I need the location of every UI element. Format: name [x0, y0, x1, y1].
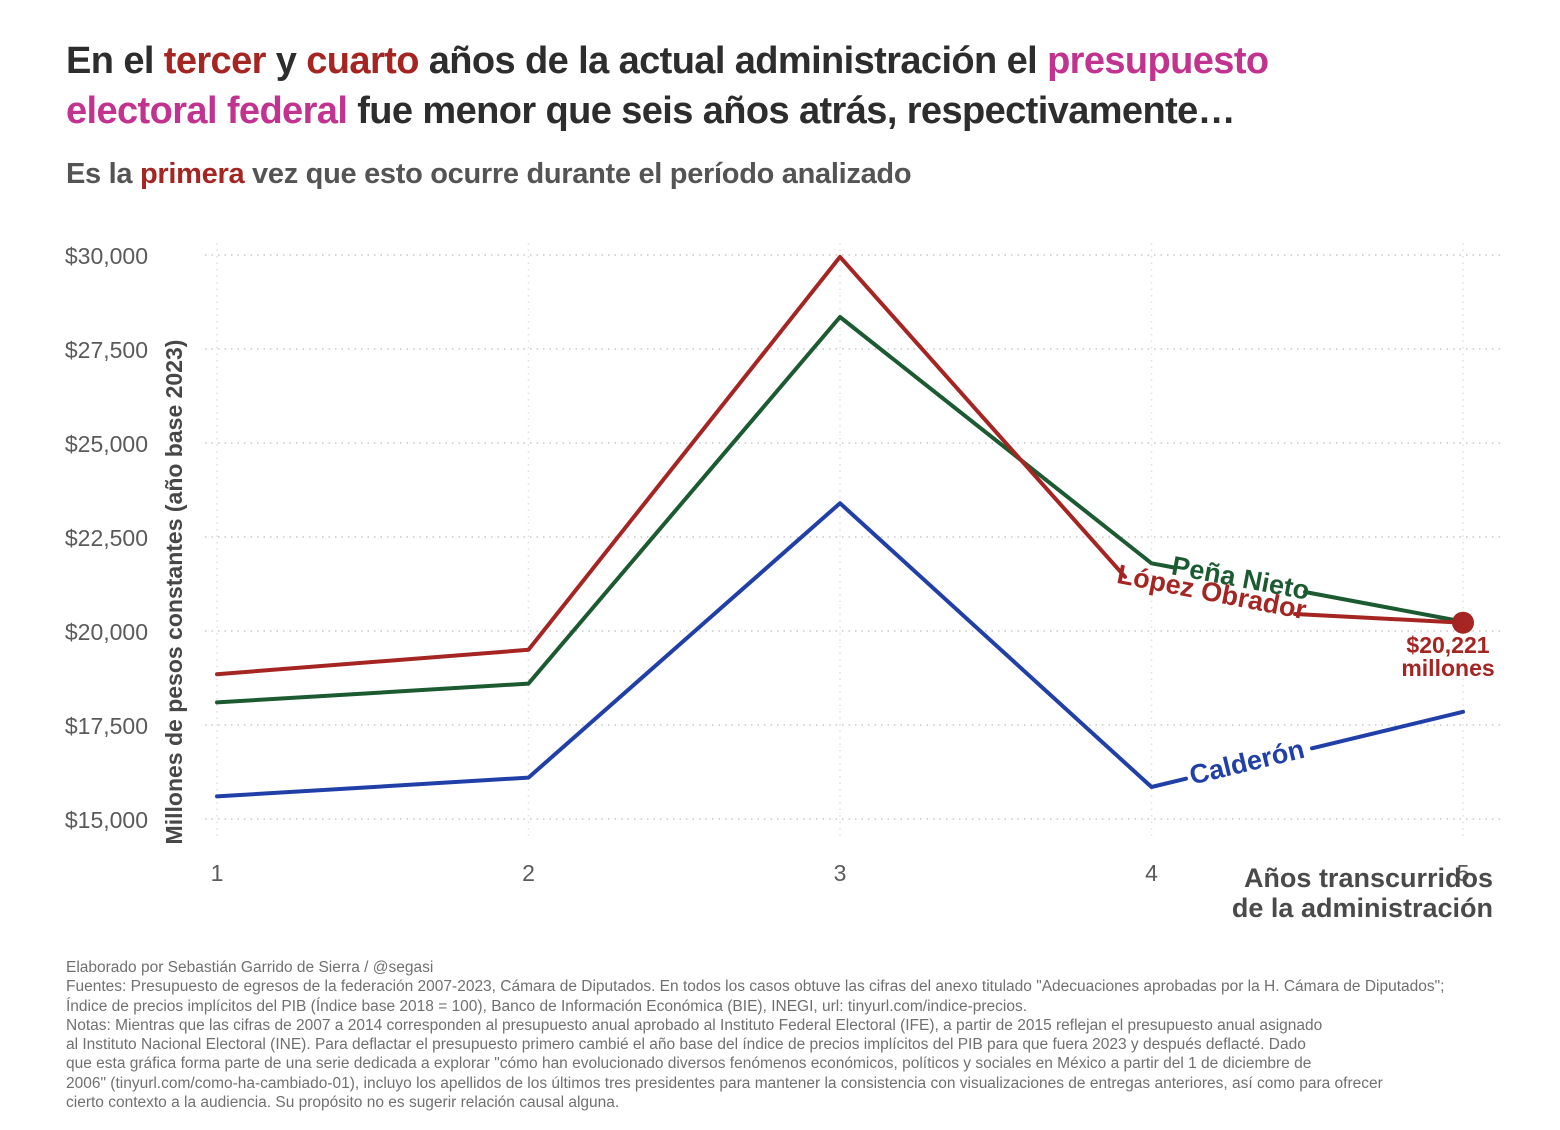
subtitle-accent-primera: primera	[139, 158, 245, 190]
title-text: años de la actual administración el	[418, 40, 1048, 82]
title-accent-cuarto: cuarto	[306, 40, 419, 82]
horizontal-gridlines	[205, 254, 1505, 820]
footnote-sources-line1: Fuentes: Presupuesto de egresos de la fe…	[66, 978, 1445, 996]
y-axis-tick-labels: $30,000 $27,500 $25,000 $22,500 $20,000 …	[65, 243, 148, 833]
page-title: En el tercer y cuarto años de la actual …	[66, 36, 1514, 136]
x-tick-5: 5	[1457, 860, 1470, 886]
x-axis-title: Años transcurridos de la administración	[1232, 863, 1493, 923]
title-text: En el	[66, 40, 164, 82]
x-axis-tick-labels: 1 2 3 4 5	[211, 860, 1470, 886]
footnote-notes-line4: 2006" (tinyurl.com/como-ha-cambiado-01),…	[66, 1074, 1383, 1092]
footnote-notes-line5: cierto contexto a la audiencia. Su propó…	[66, 1094, 620, 1112]
y-tick-20000: $20,000	[65, 619, 148, 645]
footnote-credit: Elaborado por Sebastián Garrido de Sierr…	[66, 959, 434, 976]
x-tick-2: 2	[522, 860, 535, 886]
y-tick-25000: $25,000	[65, 431, 148, 457]
title-accent-electoral-federal: electoral federal	[66, 90, 348, 132]
title-text: y	[265, 40, 307, 82]
title-accent-tercer: tercer	[163, 40, 267, 82]
footnote-notes-line2: al Instituto Nacional Electoral (INE). P…	[66, 1036, 1306, 1054]
y-tick-27500: $27,500	[65, 337, 148, 363]
x-axis-title-line1: Años transcurridos	[1243, 863, 1493, 893]
y-tick-17500: $17,500	[65, 713, 148, 739]
footnotes: Elaborado por Sebastián Garrido de Sierr…	[66, 958, 1526, 1112]
y-axis-title: Millones de pesos constantes (año base 2…	[161, 340, 187, 845]
series-label-calderon: Calderón	[1186, 734, 1307, 791]
footnote-sources-line2: Índice de precios implícitos del PIB (Ín…	[66, 997, 1028, 1015]
footnote-notes-line1: Notas: Mientras que las cifras de 2007 a…	[66, 1016, 1323, 1034]
subtitle: Es la primera vez que esto ocurre durant…	[66, 158, 1466, 191]
y-tick-22500: $22,500	[65, 525, 148, 551]
x-tick-1: 1	[211, 860, 224, 886]
annotation-value: $20,221	[1406, 632, 1489, 658]
endpoint-annotation: $20,221 millones	[1401, 632, 1494, 681]
subtitle-text: vez que esto ocurre durante el período a…	[244, 158, 912, 190]
endpoint-dot-lopez-obrador	[1452, 611, 1474, 634]
title-text: fue menor que seis años atrás, respectiv…	[347, 90, 1236, 132]
y-tick-30000: $30,000	[65, 243, 148, 269]
title-accent-presupuesto: presupuesto	[1047, 40, 1269, 82]
footnote-notes-line3: que esta gráfica forma parte de una seri…	[66, 1055, 1312, 1073]
annotation-unit: millones	[1401, 655, 1494, 681]
series-line-calderon	[215, 501, 1465, 799]
series-line-pena-nieto	[215, 315, 1465, 705]
series-line-lopez-obrador	[215, 254, 1465, 677]
subtitle-text: Es la	[66, 158, 140, 190]
x-tick-4: 4	[1145, 860, 1158, 886]
y-tick-15000: $15,000	[65, 807, 148, 833]
x-tick-3: 3	[834, 860, 847, 886]
x-axis-title-line2: de la administración	[1231, 893, 1493, 923]
